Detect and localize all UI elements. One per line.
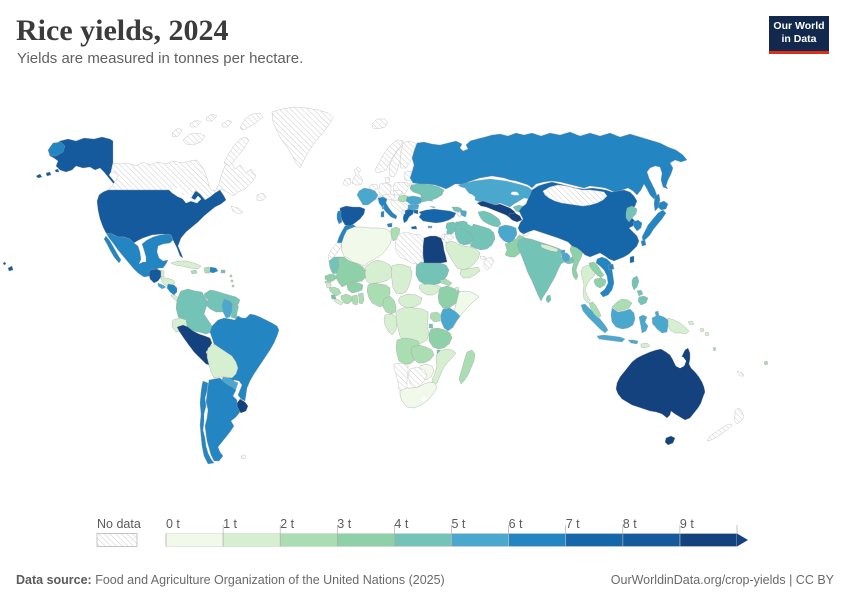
- svg-text:0 t: 0 t: [166, 517, 180, 531]
- svg-text:8 t: 8 t: [623, 517, 637, 531]
- svg-text:3 t: 3 t: [337, 517, 351, 531]
- svg-text:1 t: 1 t: [223, 517, 237, 531]
- svg-text:5 t: 5 t: [452, 517, 466, 531]
- svg-text:6 t: 6 t: [509, 517, 523, 531]
- svg-text:7 t: 7 t: [566, 517, 580, 531]
- svg-text:2 t: 2 t: [280, 517, 294, 531]
- svg-text:9 t: 9 t: [680, 517, 694, 531]
- svg-text:No data: No data: [97, 517, 141, 531]
- svg-text:4 t: 4 t: [394, 517, 408, 531]
